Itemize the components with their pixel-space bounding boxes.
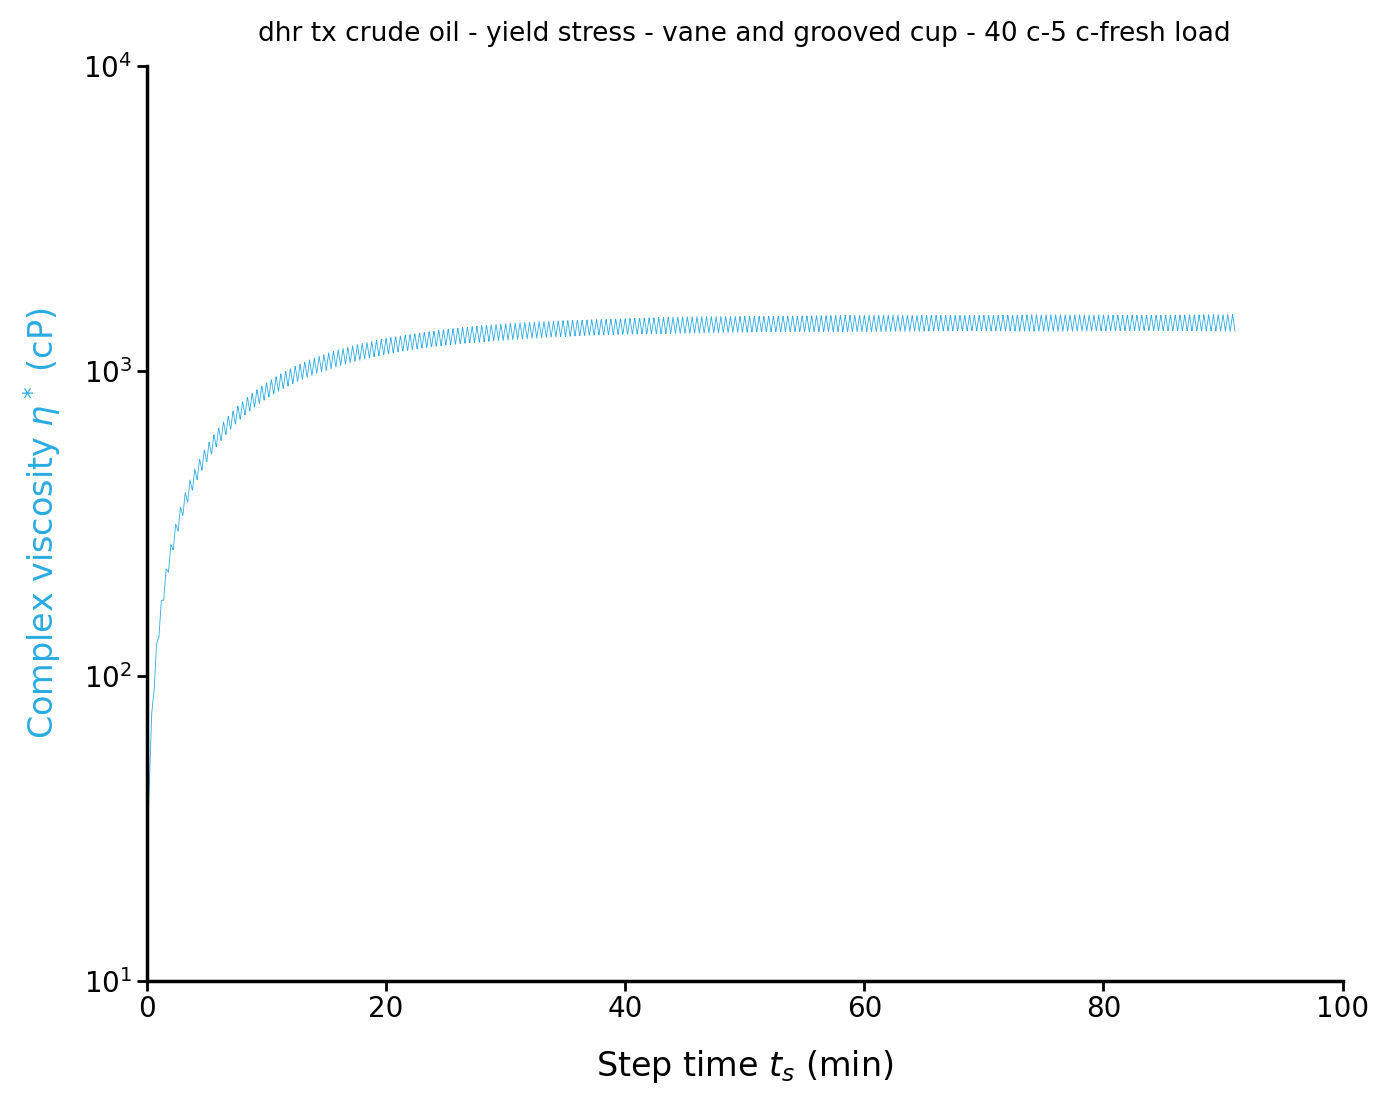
Y-axis label: Complex viscosity $\eta^*$ (cP): Complex viscosity $\eta^*$ (cP)	[21, 307, 63, 739]
Title: dhr tx crude oil - yield stress - vane and grooved cup - 40 c-5 c-fresh load: dhr tx crude oil - yield stress - vane a…	[259, 21, 1232, 46]
X-axis label: Step time $\mathit{t}_\mathit{s}$ (min): Step time $\mathit{t}_\mathit{s}$ (min)	[596, 1048, 894, 1085]
